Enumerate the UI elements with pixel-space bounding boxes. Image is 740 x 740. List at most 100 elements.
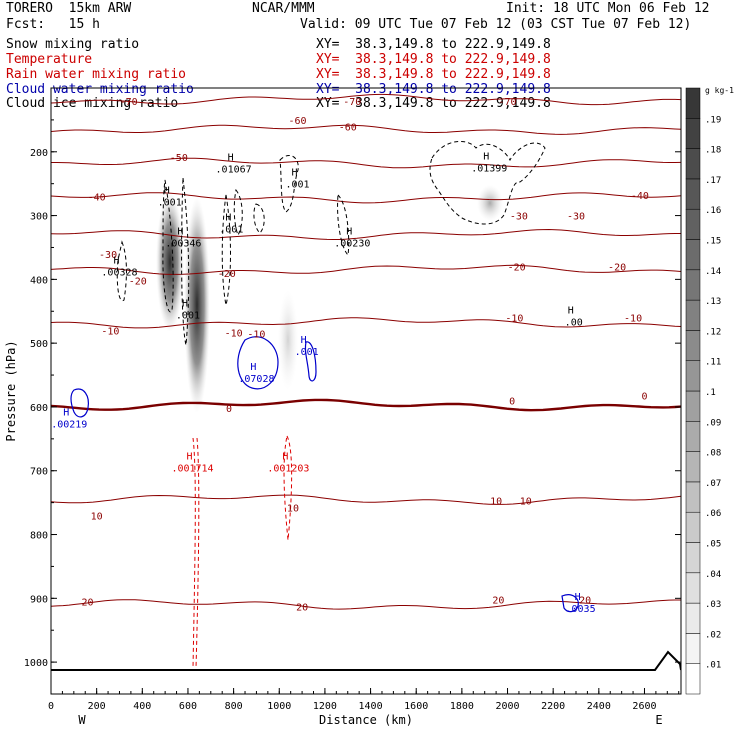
isotherm-label: 20: [296, 603, 308, 614]
legend-cloud-ice-xy: XY= 38.3,149.8 to 222.9,149.8: [316, 96, 551, 111]
isotherm-label: -10: [101, 326, 119, 337]
y-tick-label: 1000: [24, 658, 48, 669]
isotherm-label: -10: [624, 314, 642, 325]
colorbar-cell: [685, 390, 701, 422]
isotherm-label: -60: [339, 122, 357, 133]
cloud-ice-contours: [116, 140, 546, 346]
maximum-value: .07028: [238, 374, 274, 385]
init-time: Init: 18 UTC Mon 06 Feb 12: [506, 1, 710, 16]
maxima-labels: H.00328H.001H.00346H.001H.01067H.001H.00…: [51, 152, 595, 615]
x-tick-label: 1400: [359, 701, 383, 712]
west-label: W: [78, 713, 86, 727]
ice-contour: [162, 179, 174, 313]
snow-light-shade: [477, 185, 503, 221]
colorbar-cell: [685, 239, 701, 271]
colorbar-tick-label: .02: [705, 630, 721, 640]
contour-labels: -70 -70 -70 -60 -60 -50 -40 -40 -30 -30 -30 -20 -20 -…: [81, 97, 648, 614]
maximum-value: .01067: [216, 164, 252, 175]
colorbar-cell: [685, 451, 701, 483]
isotherm-label: -70: [498, 97, 516, 108]
x-tick-label: 1000: [267, 701, 291, 712]
isotherm-label: -30: [567, 212, 585, 223]
isotherm-label: 20: [81, 598, 93, 609]
legend-temperature-xy: XY= 38.3,149.8 to 222.9,149.8: [316, 52, 551, 67]
y-tick-label: 400: [30, 275, 48, 286]
ice-contour: [279, 155, 299, 213]
maximum-value: .0035: [566, 604, 596, 615]
maximum-marker: H: [346, 226, 352, 237]
colorbar-cell: [685, 481, 701, 513]
x-tick-label: 1800: [450, 701, 474, 712]
x-axis: 0 200 400 600 800 1000 1200 1400 1600 1800 2000 220…: [48, 688, 680, 712]
legend-snow-label: Snow mixing ratio: [6, 37, 140, 52]
colorbar-tick-label: .03: [705, 600, 721, 610]
isotherm-label: -20: [218, 269, 236, 280]
colorbar-tick-label: .18: [705, 146, 721, 156]
colorbar-cell: [685, 330, 701, 361]
ice-contour: [429, 140, 546, 225]
colorbar-cell: [685, 663, 701, 695]
isotherm-line: [51, 264, 681, 275]
colorbar-cell: [685, 148, 701, 180]
ice-contour: [221, 194, 231, 306]
maximum-value: .001714: [171, 464, 213, 475]
snow-core-shade: [184, 197, 210, 413]
maximum-marker: H: [63, 408, 69, 419]
maximum-value: .001: [158, 198, 182, 209]
colorbar-tick-label: .01: [705, 661, 721, 671]
colorbar-tick-label: .14: [705, 267, 721, 277]
y-tick-label: 500: [30, 339, 48, 350]
maximum-marker: H: [568, 305, 574, 316]
y-tick-label: 700: [30, 467, 48, 478]
colorbar-tick-label: .08: [705, 449, 721, 459]
colorbar: .01 .02 .03 .04 .05 .06 .07 .08 .09 .1 .11 .12 .13 .1…: [685, 87, 721, 695]
isotherm-label: 0: [641, 391, 647, 402]
isotherm-label: -70: [343, 97, 361, 108]
isotherm-label: -20: [508, 263, 526, 274]
isotherm-label: -10: [247, 330, 265, 341]
isotherm-label: -40: [631, 191, 649, 202]
isotherm-label: -30: [99, 250, 117, 261]
x-tick-label: 1600: [404, 701, 428, 712]
x-tick-label: 2200: [541, 701, 565, 712]
legend-cloud-water-xy: XY= 38.3,149.8 to 222.9,149.8: [316, 82, 551, 97]
isotherm-line: [51, 228, 681, 240]
isotherm-label: -10: [225, 328, 243, 339]
x-tick-label: 0: [48, 701, 54, 712]
colorbar-cell: [685, 572, 701, 604]
isotherm-label: -20: [608, 263, 626, 274]
colorbar-tick-label: .17: [705, 176, 721, 186]
cloud-water-contour: [237, 336, 279, 390]
y-tick-label: 200: [30, 148, 48, 159]
maximum-value: .00: [565, 317, 583, 328]
maximum-value: .00346: [165, 238, 201, 249]
ice-contour: [116, 240, 127, 302]
snow-shading: [156, 185, 503, 413]
isotherm-label: 10: [287, 504, 299, 515]
colorbar-tick-label: .06: [705, 509, 721, 519]
isotherm-line: [51, 494, 681, 505]
colorbar-cell: [685, 602, 701, 634]
legend-rain-xy: XY= 38.3,149.8 to 222.9,149.8: [316, 67, 551, 82]
organization-label: NCAR/MMM: [252, 1, 315, 16]
terrain-surface: [51, 650, 681, 671]
legend-rain-label: Rain water mixing ratio: [6, 67, 187, 82]
isotherm-label: 0: [509, 397, 515, 408]
rain-water-contours: [192, 434, 293, 669]
maximum-marker: H: [182, 298, 188, 309]
valid-time: Valid: 09 UTC Tue 07 Feb 12 (03 CST Tue …: [300, 17, 692, 32]
y-tick-label: 300: [30, 212, 48, 223]
cloud-water-contour: [561, 594, 579, 613]
cloud-water-contour: [70, 388, 89, 418]
colorbar-cell: [685, 421, 701, 452]
colorbar-unit: g kg-1: [705, 86, 734, 95]
isotherm-label: 20: [579, 596, 591, 607]
maximum-value: .00230: [334, 238, 370, 249]
isotherm-line: [51, 157, 681, 169]
maximum-marker: H: [483, 152, 489, 163]
terrain-line: [51, 650, 681, 671]
colorbar-cell: [685, 118, 701, 149]
colorbar-cell: [685, 87, 701, 119]
